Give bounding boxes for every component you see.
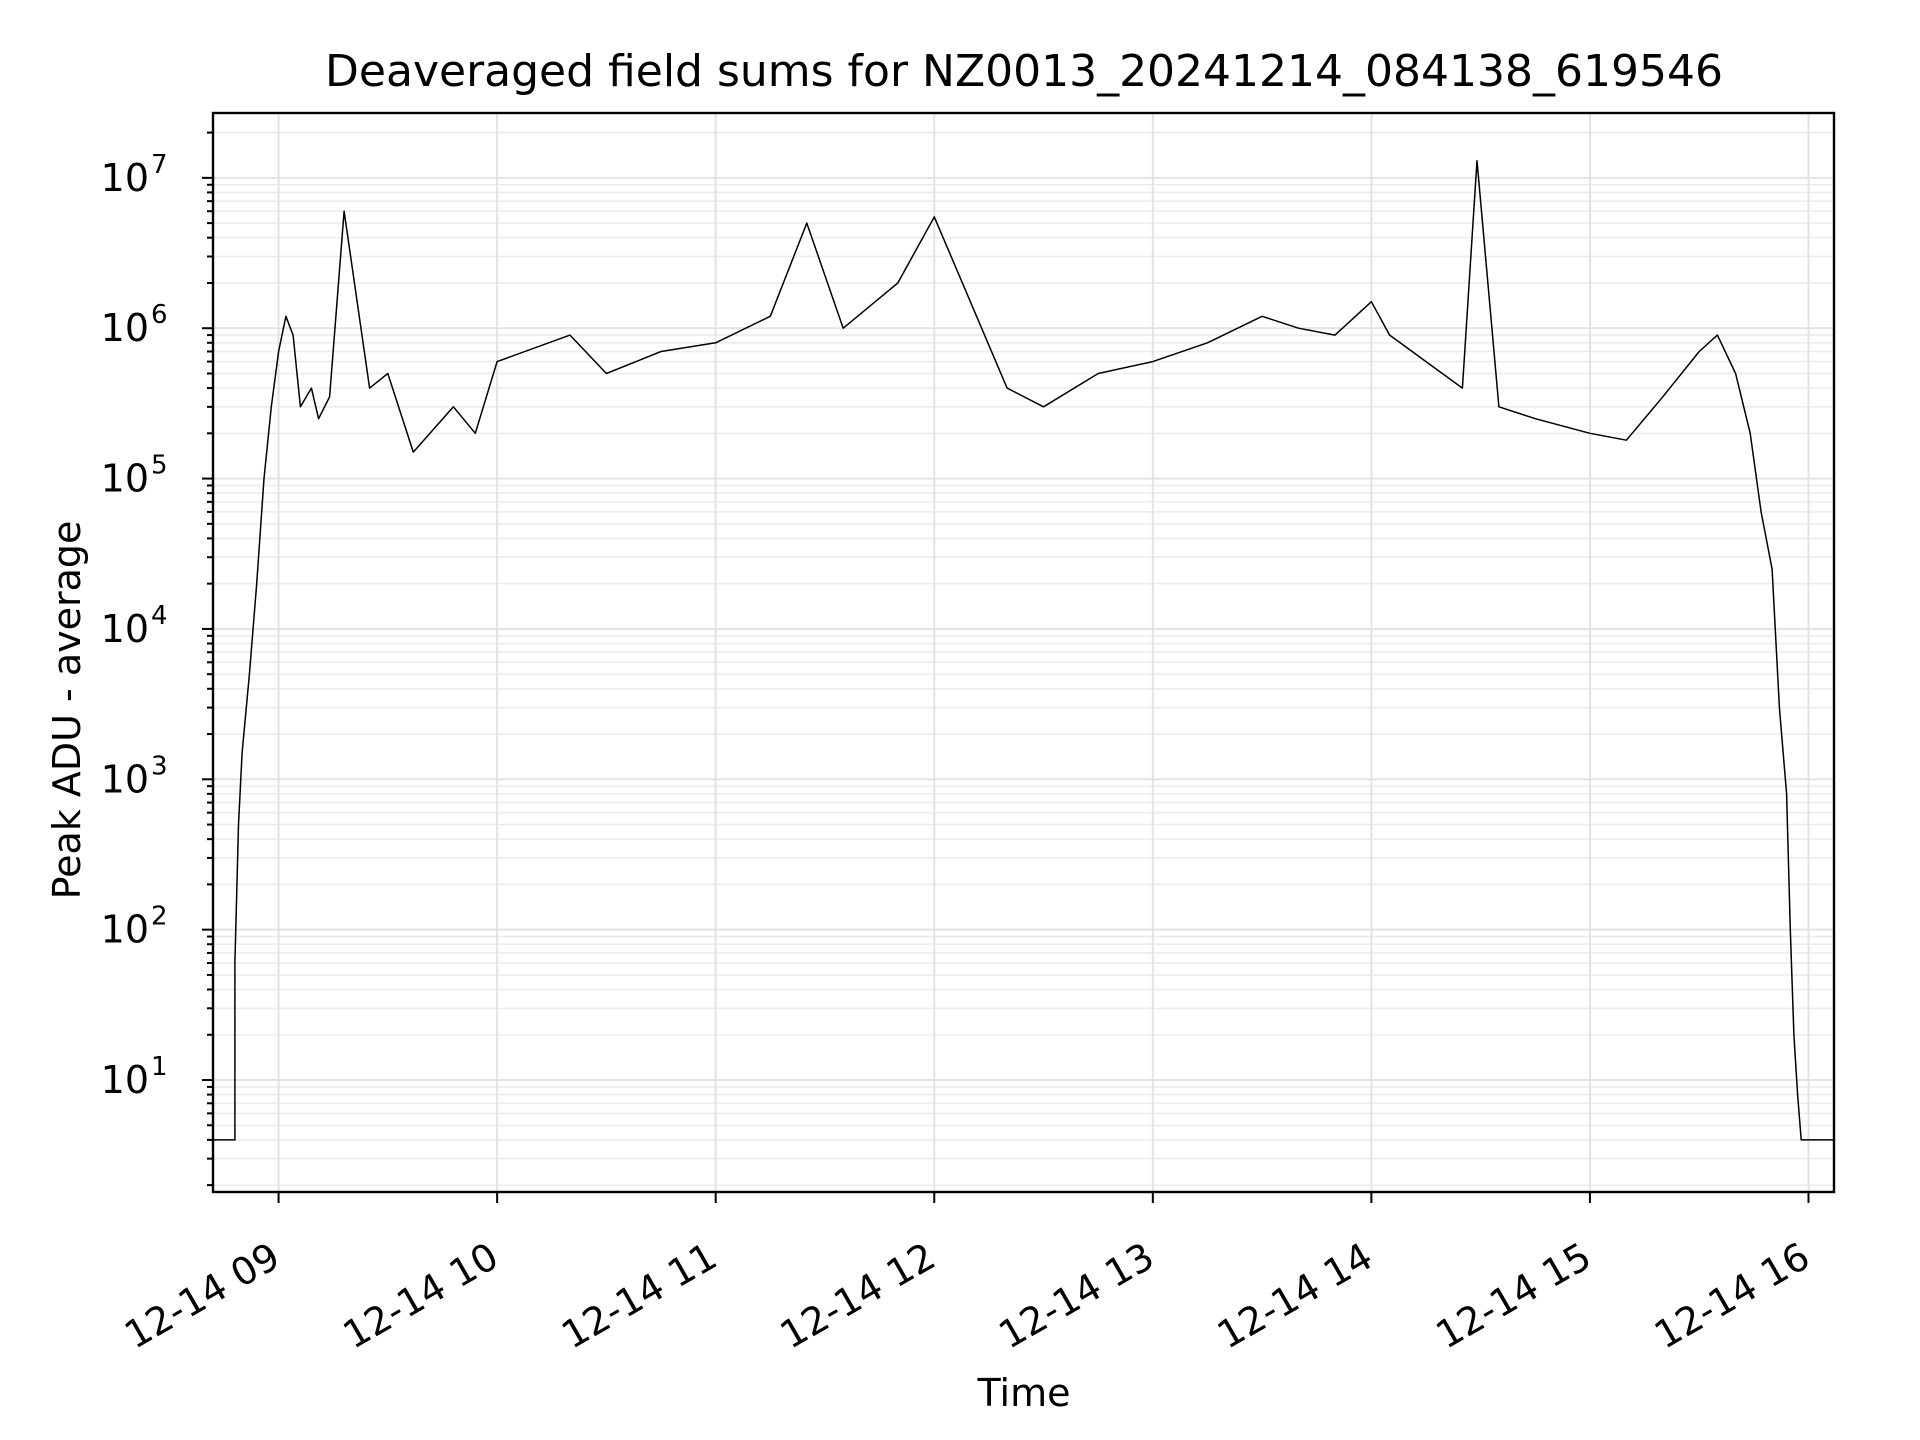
x-axis-label: Time xyxy=(977,1371,1071,1415)
y-tick-label: 10 xyxy=(101,908,149,952)
y-tick-label-exponent: 1 xyxy=(151,1052,168,1082)
series-line xyxy=(213,159,1834,1141)
y-tick-label: 10 xyxy=(101,457,149,501)
series-layer xyxy=(213,159,1834,1141)
y-tick-label-exponent: 7 xyxy=(151,150,168,180)
y-tick-label-exponent: 3 xyxy=(151,751,168,781)
y-tick-label-exponent: 5 xyxy=(151,451,168,481)
y-tick-label-exponent: 4 xyxy=(151,601,168,631)
y-tick-label: 10 xyxy=(101,607,149,651)
y-tick-label: 10 xyxy=(101,757,149,801)
y-tick-label-exponent: 2 xyxy=(151,902,168,932)
y-tick-label: 10 xyxy=(101,1058,149,1102)
chart-title: Deaveraged field sums for NZ0013_2024121… xyxy=(325,46,1723,97)
grid xyxy=(213,113,1834,1192)
y-tick-label: 10 xyxy=(101,306,149,350)
y-axis-label: Peak ADU - average xyxy=(45,521,89,900)
y-tick-label-exponent: 6 xyxy=(151,300,168,330)
y-tick-label: 10 xyxy=(101,156,149,200)
